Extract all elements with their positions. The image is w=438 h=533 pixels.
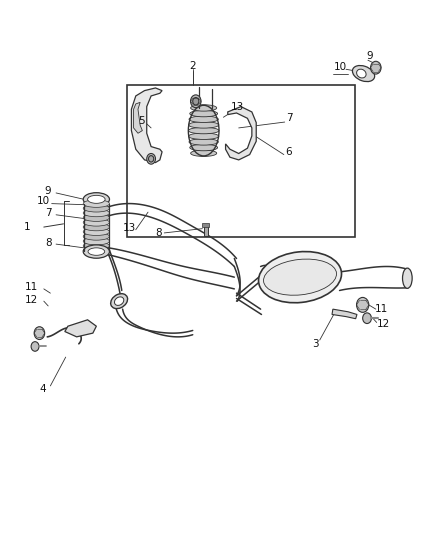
Text: 7: 7 [286,114,293,123]
Circle shape [191,95,201,108]
Ellipse shape [83,242,110,249]
Ellipse shape [189,116,218,123]
Circle shape [371,61,381,74]
Bar [202,223,209,227]
Ellipse shape [357,69,366,78]
Text: 7: 7 [45,208,52,218]
Ellipse shape [83,214,110,221]
Polygon shape [226,107,256,160]
Text: 10: 10 [37,197,50,206]
Text: 10: 10 [334,62,347,71]
Ellipse shape [83,192,110,206]
Text: 5: 5 [138,116,145,126]
Ellipse shape [83,209,110,217]
Text: 3: 3 [312,339,319,349]
Text: 6: 6 [285,147,292,157]
Ellipse shape [88,248,105,255]
Text: 1: 1 [24,222,31,232]
Circle shape [147,154,155,164]
Ellipse shape [403,268,412,288]
Ellipse shape [83,237,110,245]
Text: 9: 9 [367,51,374,61]
Ellipse shape [83,233,110,240]
Ellipse shape [83,205,110,212]
Polygon shape [332,309,357,319]
Ellipse shape [188,127,219,134]
Polygon shape [134,102,142,133]
Text: 12: 12 [25,295,38,304]
Ellipse shape [83,228,110,236]
Ellipse shape [191,150,217,157]
Ellipse shape [258,252,342,303]
Ellipse shape [353,66,374,82]
Text: 8: 8 [45,238,52,248]
Ellipse shape [191,104,217,111]
Ellipse shape [114,297,124,305]
Bar [204,226,208,236]
Polygon shape [131,88,162,163]
Text: 11: 11 [25,282,38,292]
Text: 9: 9 [45,186,52,196]
Ellipse shape [83,223,110,231]
Circle shape [31,342,39,351]
Circle shape [148,156,154,162]
Ellipse shape [83,219,110,226]
Circle shape [363,313,371,324]
Text: 12: 12 [377,319,390,328]
Text: 11: 11 [374,304,388,314]
Ellipse shape [188,122,219,128]
Ellipse shape [189,139,218,145]
FancyBboxPatch shape [127,85,355,237]
Ellipse shape [83,200,110,207]
Ellipse shape [83,245,110,258]
Ellipse shape [190,144,218,151]
Ellipse shape [111,294,127,309]
Circle shape [34,327,45,340]
Ellipse shape [264,259,336,295]
Ellipse shape [83,247,110,254]
Text: 2: 2 [189,61,196,70]
Text: 8: 8 [155,228,162,238]
Circle shape [193,98,199,105]
Circle shape [357,297,369,312]
Text: 13: 13 [231,102,244,111]
Polygon shape [65,320,96,337]
Ellipse shape [188,133,219,140]
Text: 4: 4 [39,384,46,394]
Text: 13: 13 [123,223,136,233]
Ellipse shape [190,110,218,117]
Ellipse shape [88,195,105,204]
